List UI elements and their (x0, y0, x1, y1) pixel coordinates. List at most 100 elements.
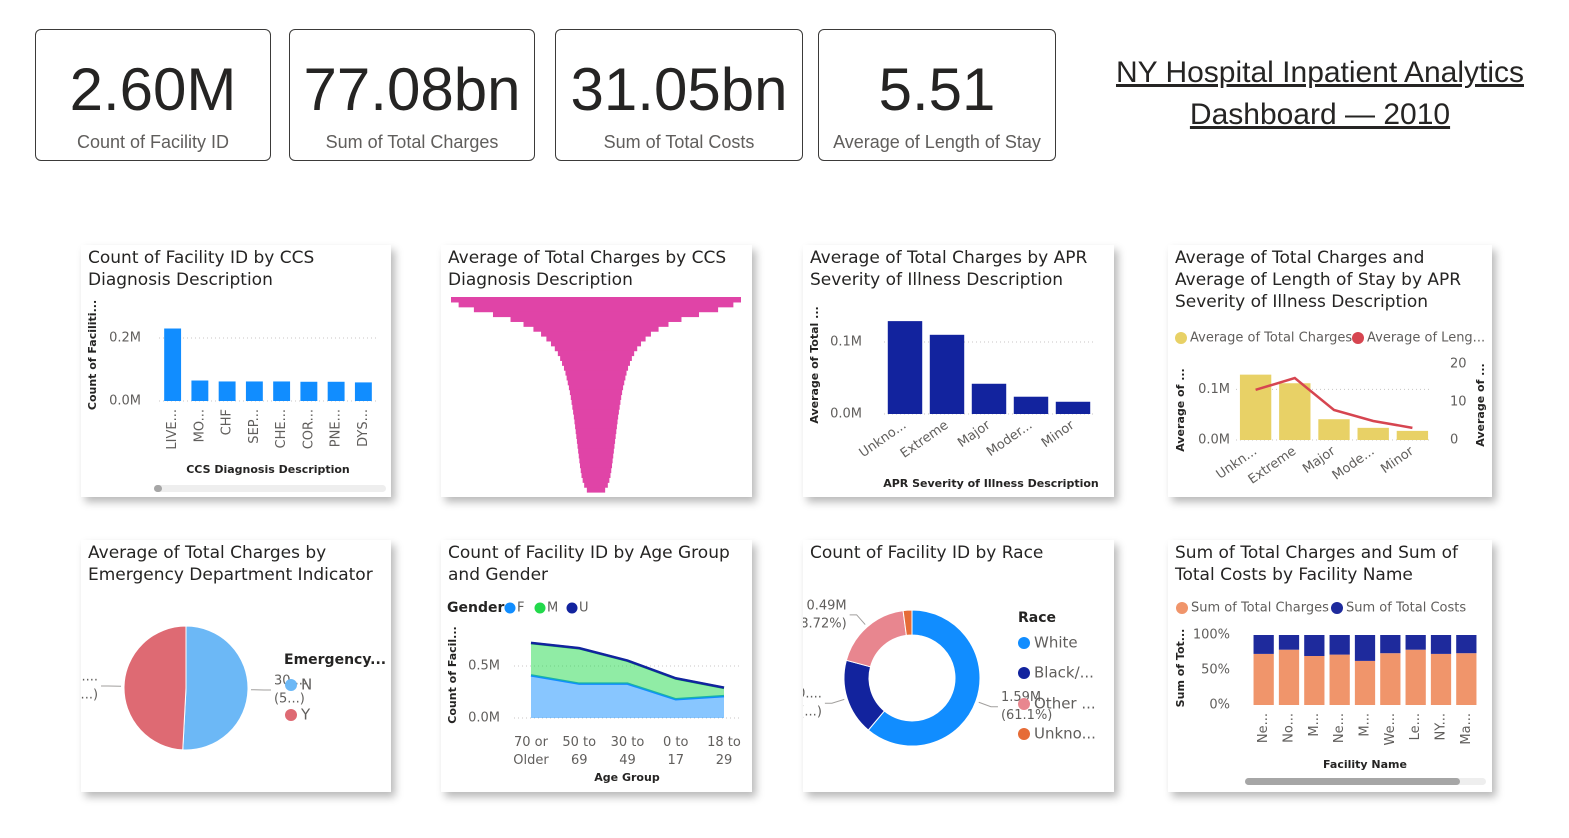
chart-panel: 0.0M 0.1M 0 10 20 Average of Total Charges Ave… (1168, 245, 1492, 497)
x-tick-label-line: 17 (667, 753, 684, 768)
funnel-bar (572, 404, 620, 410)
x-tick-label: M... (1307, 713, 1322, 737)
funnel-bar (582, 477, 610, 483)
funnel-bar (510, 316, 682, 322)
x-tick-label: SEP... (247, 409, 262, 444)
bar (1055, 401, 1091, 414)
x-tick-label-line: 70 or (514, 735, 549, 750)
data-label-percent: (...) (803, 705, 822, 720)
funnel-bar (578, 453, 614, 459)
legend-label: Unkno... (1034, 725, 1096, 743)
chart-panel: 0% 50% 100% Sum of Total Charges Sum of Tota… (1168, 540, 1492, 792)
kpi-card: 2.60M Count of Facility ID (35, 29, 271, 161)
kpi-card: 31.05bn Sum of Total Costs (555, 29, 803, 161)
data-label: 0.49M (806, 598, 846, 613)
legend-label: Black/... (1034, 664, 1094, 682)
y-axis-title: Count of Faciliti... (86, 300, 99, 410)
legend-label: White (1034, 634, 1078, 652)
legend-marker (1018, 667, 1030, 679)
chart-title: Count of Facility ID by CCS Diagnosis De… (88, 248, 315, 290)
chart-panel: 30....(5...)29....(4...)Emergency...NYAv… (81, 540, 391, 792)
bar-segment (1329, 635, 1350, 655)
kpi-value: 2.60M (69, 56, 237, 123)
pie-slice (182, 625, 249, 751)
funnel-bar (578, 448, 614, 454)
x-tick-label: DYS... (356, 409, 371, 447)
y-tick-label: 0.0M (109, 394, 141, 409)
data-label-percent: (18.72%) (803, 616, 847, 631)
x-tick-label: 0 to 17 (663, 735, 689, 768)
bar-segment (1456, 635, 1477, 654)
legend-label: Y (300, 706, 311, 724)
data-label: 0.... (803, 687, 822, 702)
bar-segment (1253, 653, 1274, 705)
x-axis-title: Facility Name (1323, 758, 1407, 771)
legend-label: F (517, 601, 524, 616)
funnel-bar (575, 423, 617, 430)
chart-panel: 0.0M 0.5M 70 or Older 50 to 69 30 to 49 0 to 17 18… (441, 540, 752, 792)
x-tick-label: Le... (1408, 713, 1423, 740)
leader-line (824, 698, 845, 704)
legend-label: Average of Total Charges (1190, 331, 1352, 346)
y2-axis-title: Average of ... (1474, 363, 1487, 446)
donut-slice (867, 609, 981, 747)
bar (1318, 419, 1350, 440)
y-tick-label: 100% (1193, 628, 1230, 643)
funnel-bar (576, 438, 616, 444)
x-tick-label-line: 69 (571, 753, 588, 768)
y-tick-label: 0.2M (109, 330, 141, 345)
scrollbar-thumb (1245, 778, 1460, 785)
funnel-bar (533, 326, 659, 332)
funnel-bar (571, 399, 621, 405)
kpi-value: 77.08bn (303, 56, 521, 123)
y-axis-title: Sum of Tot... (1174, 629, 1187, 708)
legend-marker (1176, 602, 1188, 614)
data-label-percent: (4...) (81, 687, 98, 702)
x-axis-title: APR Severity of Illness Description (883, 477, 1099, 490)
x-tick-label: M... (1358, 713, 1373, 737)
kpi-label: Average of Length of Stay (833, 132, 1041, 152)
y-tick-label: 0.1M (830, 335, 862, 350)
bar-segment (1380, 653, 1401, 705)
kpi-value: 31.05bn (570, 56, 788, 123)
x-tick-label-line: 50 to (562, 735, 596, 750)
x-tick-label: 18 to 29 (707, 735, 741, 768)
bar (1357, 427, 1389, 440)
bar (191, 380, 209, 401)
funnel-bar (579, 457, 613, 464)
bar (218, 381, 236, 401)
x-axis-title: CCS Diagnosis Description (186, 463, 350, 476)
legend-marker (1175, 332, 1187, 344)
legend-marker (1018, 728, 1030, 740)
funnel-bar (550, 340, 642, 347)
chart: 0.0M 0.5M 70 or Older 50 to 69 30 to 49 0 to 17 18… (446, 600, 741, 784)
scrollbar-thumb (154, 485, 162, 492)
data-label-percent: (61.1%) (1001, 708, 1052, 723)
kpi-label: Count of Facility ID (76, 132, 230, 152)
legend-title: Emergency... (284, 652, 386, 668)
legend-label: Other ... (1034, 695, 1096, 713)
chart-panel: Average of Total Charges by CCS Diagnosi… (441, 245, 752, 497)
leader-line (978, 701, 998, 708)
y-tick-label: 0% (1209, 698, 1230, 713)
bar-segment (1430, 653, 1452, 705)
legend-marker (534, 602, 546, 614)
data-label-percent: (5...) (274, 692, 305, 707)
legend-marker (285, 709, 297, 721)
chart-panel: 0.0M 0.1M Unkno... Extreme Major Moder... Mino… (803, 245, 1114, 497)
legend-marker (285, 679, 297, 691)
kpi-value: 5.51 (878, 56, 996, 123)
bar (929, 334, 965, 414)
x-tick-label: Minor (1378, 443, 1417, 477)
legend-title: Gender (447, 600, 504, 616)
kpi-card: 5.51 Average of Length of Stay (818, 29, 1056, 161)
funnel-bar (580, 467, 612, 474)
funnel-bar (523, 321, 669, 327)
legend-label: U (579, 601, 589, 616)
chart: 30....(5...)29....(4...)Emergency...NY (81, 625, 386, 751)
legend-title: Race (1018, 610, 1056, 626)
bar-segment (1278, 635, 1300, 650)
y-axis-title: Average of ... (1174, 368, 1187, 451)
